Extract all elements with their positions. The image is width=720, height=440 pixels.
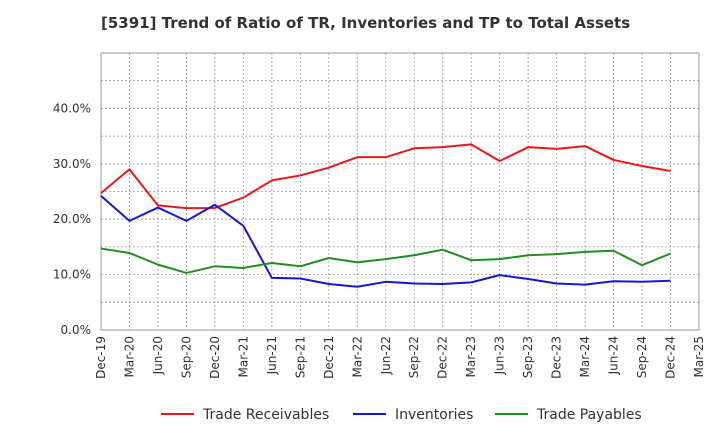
series-line-inventories — [100, 195, 671, 288]
x-tick-label: Mar-23 — [464, 336, 478, 377]
x-tick-label: Jun-23 — [493, 336, 507, 375]
series-line-trade-payables — [100, 247, 671, 274]
x-tick-label: Sep-24 — [635, 336, 649, 378]
y-tick-label: 20.0% — [53, 212, 91, 226]
legend-label: Trade Receivables — [202, 407, 329, 423]
grid-layer — [100, 52, 700, 331]
series-line-trade-receivables — [100, 143, 671, 210]
legend-label: Trade Payables — [536, 407, 642, 423]
x-tick-label: Jun-21 — [265, 336, 279, 375]
x-tick-label: Mar-25 — [692, 336, 706, 377]
x-tick-label: Jun-24 — [607, 336, 621, 375]
x-tick-label: Dec-22 — [436, 336, 450, 379]
x-tick-label: Mar-22 — [350, 336, 364, 377]
x-tick-label: Sep-20 — [179, 336, 193, 378]
legend: Trade Receivables Inventories Trade Payabl… — [161, 407, 642, 423]
x-tick-label: Dec-24 — [664, 336, 678, 379]
y-tick-label: 10.0% — [53, 268, 91, 282]
x-tick-label: Jun-22 — [379, 336, 393, 375]
chart-title: [5391] Trend of Ratio of TR, Inventories… — [101, 14, 631, 32]
axis-layer: 0.0% 10.0% 20.0% 30.0% 40.0% Dec-19 Mar-20 Jun-… — [53, 101, 706, 378]
x-tick-label: Jun-20 — [151, 336, 165, 375]
x-tick-label: Dec-23 — [550, 336, 564, 379]
x-tick-label: Mar-21 — [236, 336, 250, 377]
y-tick-label: 0.0% — [61, 323, 92, 337]
x-tick-label: Mar-24 — [578, 336, 592, 377]
x-tick-label: Dec-19 — [94, 336, 108, 379]
x-tick-label: Sep-23 — [521, 336, 535, 378]
x-tick-label: Dec-20 — [208, 336, 222, 379]
x-tick-label: Sep-22 — [407, 336, 421, 378]
x-tick-label: Dec-21 — [322, 336, 336, 379]
x-tick-label: Sep-21 — [293, 336, 307, 378]
y-tick-label: 30.0% — [53, 157, 91, 171]
legend-label: Inventories — [395, 407, 473, 423]
x-tick-label: Mar-20 — [122, 336, 136, 377]
y-tick-label: 40.0% — [53, 101, 91, 115]
series-layer — [100, 143, 671, 288]
